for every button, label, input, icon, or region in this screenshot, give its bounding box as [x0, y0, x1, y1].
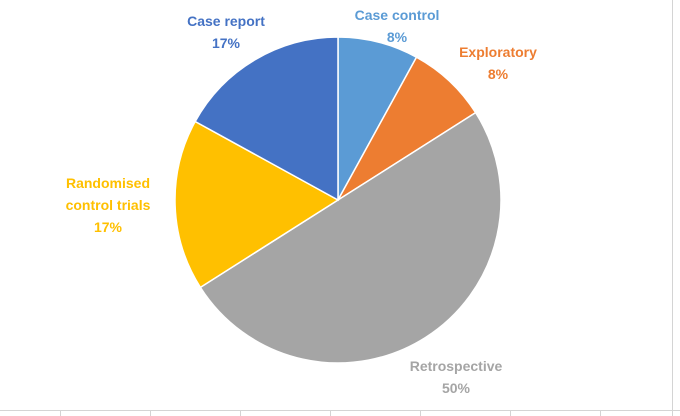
pie-slice: [174, 120, 340, 289]
value-label: 50%: [441, 380, 471, 396]
category-label: Case report: [187, 13, 265, 29]
pie-slice: [194, 36, 339, 202]
category-label: Retrospective: [409, 358, 503, 374]
slice-label: Randomised control trials 17%: [53, 172, 163, 238]
slice-label: Case report 17%: [166, 10, 286, 54]
value-label: 8%: [487, 66, 509, 82]
pie-slice: [199, 111, 502, 364]
slice-label: Exploratory 8%: [438, 41, 558, 85]
pie: [174, 36, 502, 364]
slice-label: Retrospective 50%: [386, 355, 526, 399]
value-label: 17%: [211, 35, 241, 51]
slice-label: Case control 8%: [337, 4, 457, 48]
sheet-columns: [60, 410, 601, 416]
category-label: Case control: [354, 7, 440, 23]
value-label: 17%: [93, 219, 123, 235]
category-label: Randomised control trials: [65, 175, 151, 213]
value-label: 8%: [386, 29, 408, 45]
category-label: Exploratory: [459, 44, 537, 60]
